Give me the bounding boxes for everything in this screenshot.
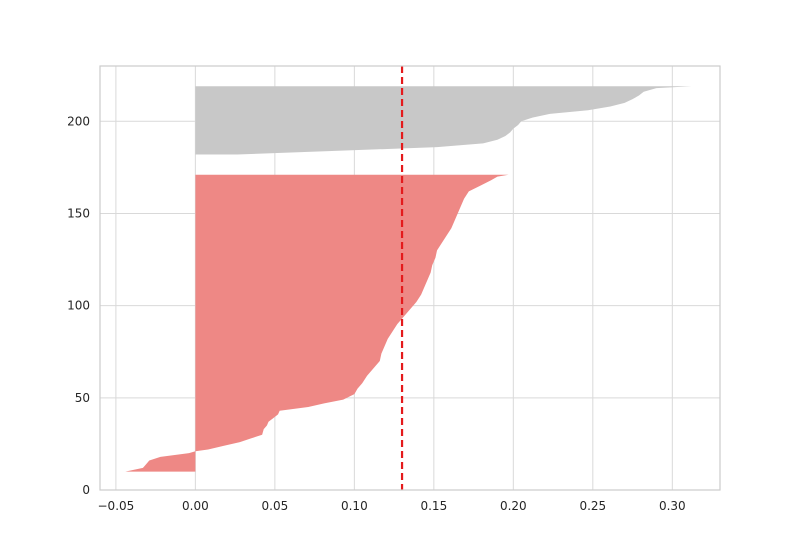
y-tick-label: 50 [75, 391, 90, 405]
x-tick-label: 0.25 [579, 499, 606, 513]
tick-labels: −0.05 0.00 0.05 0.10 0.15 0.20 0.25 0.30 0 50 100 1… [67, 114, 686, 513]
y-tick-label: 150 [67, 206, 90, 220]
y-tick-label: 100 [67, 299, 90, 313]
x-tick-label: −0.05 [98, 499, 135, 513]
x-tick-label: 0.30 [659, 499, 686, 513]
cluster-silhouette-area-1 [195, 86, 692, 155]
cluster-silhouette-area-0 [125, 174, 509, 472]
series-areas [125, 86, 692, 472]
x-tick-label: 0.15 [420, 499, 447, 513]
y-tick-label: 200 [67, 114, 90, 128]
x-tick-label: 0.05 [262, 499, 289, 513]
x-tick-label: 0.20 [500, 499, 527, 513]
x-tick-label: 0.10 [341, 499, 368, 513]
x-tick-label: 0.00 [182, 499, 209, 513]
plot-frame [99, 65, 721, 491]
y-tick-label: 0 [82, 483, 90, 497]
